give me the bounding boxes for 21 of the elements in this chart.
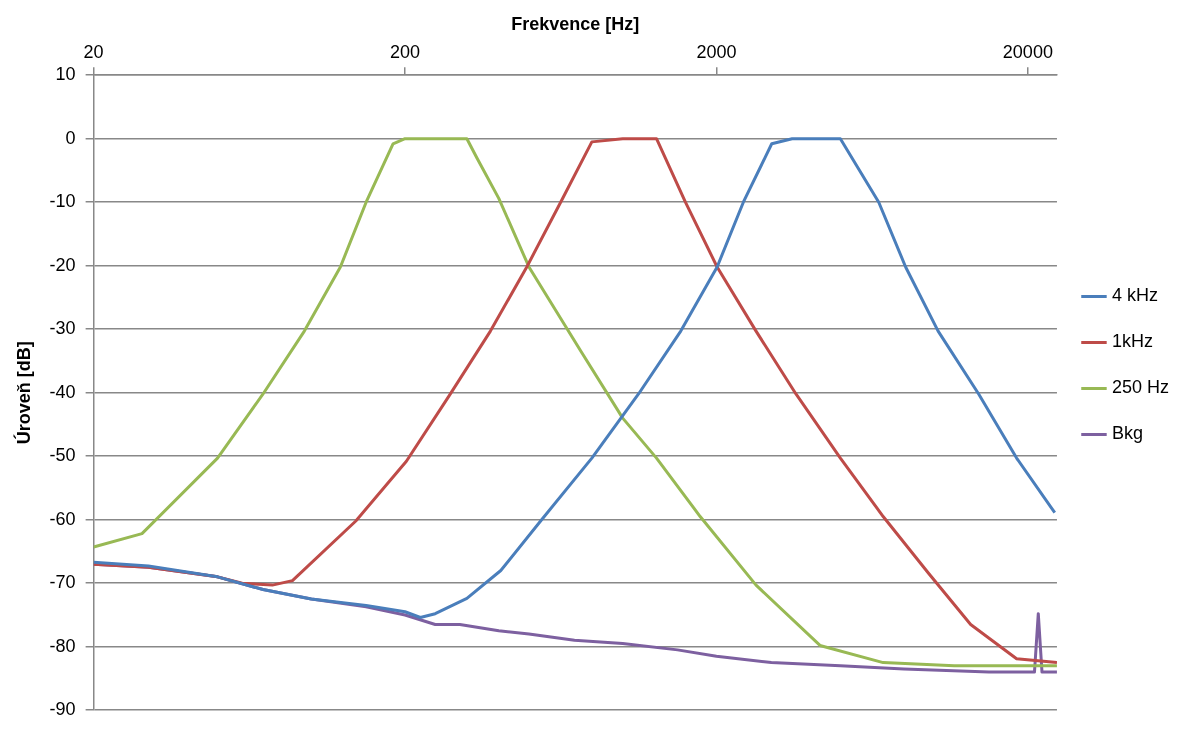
y-tick-label: -30 <box>49 318 76 339</box>
x-axis-title: Frekvence [Hz] <box>511 13 640 34</box>
y-tick-label: 10 <box>55 64 76 85</box>
y-tick-label: 0 <box>65 127 76 148</box>
y-tick-label: -60 <box>49 508 76 529</box>
y-tick-label: -70 <box>49 572 76 593</box>
x-tick-label: 20000 <box>1002 42 1053 63</box>
legend-label: 4 kHz <box>1111 285 1158 306</box>
y-tick-label: -20 <box>49 254 76 275</box>
y-tick-label: -50 <box>49 445 76 466</box>
y-axis-title: Úroveň [dB] <box>12 341 34 445</box>
x-tick-label: 20 <box>83 42 104 63</box>
x-tick-label: 2000 <box>696 42 737 63</box>
y-tick-label: -80 <box>49 635 76 656</box>
legend-label: 250 Hz <box>1111 377 1170 398</box>
y-tick-label: -10 <box>49 191 76 212</box>
x-tick-label: 200 <box>390 42 421 63</box>
legend-label: 1kHz <box>1111 331 1153 352</box>
y-tick-label: -40 <box>49 381 76 402</box>
legend-label: Bkg <box>1111 423 1143 444</box>
y-tick-label: -90 <box>49 699 76 720</box>
